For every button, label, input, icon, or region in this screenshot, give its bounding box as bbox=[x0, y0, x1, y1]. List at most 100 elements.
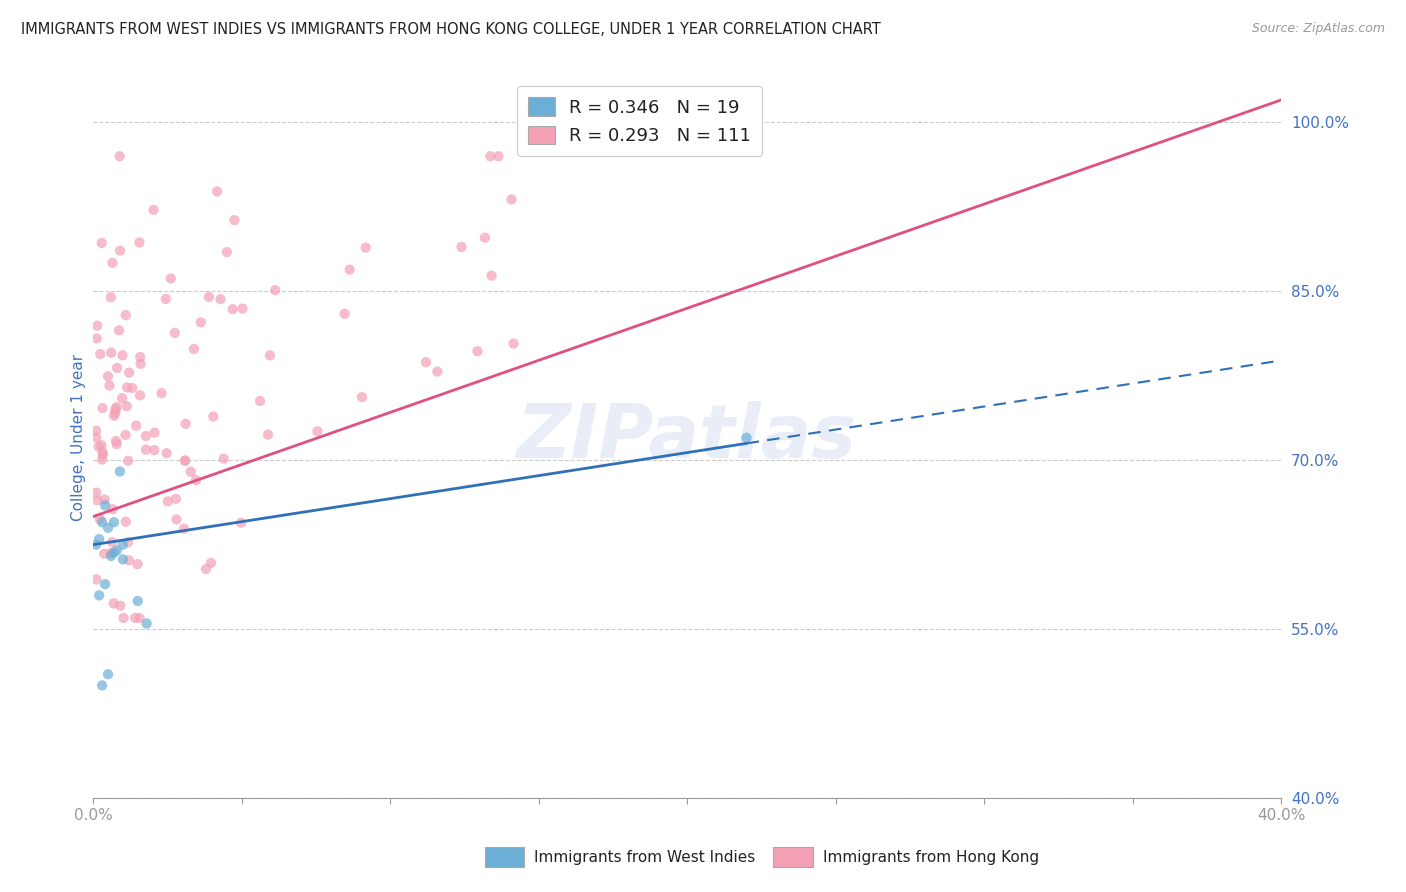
Point bbox=[84, 431, 107, 445]
Point bbox=[212, 451, 235, 466]
Point bbox=[229, 516, 252, 530]
Text: Immigrants from Hong Kong: Immigrants from Hong Kong bbox=[823, 850, 1039, 864]
Point bbox=[108, 323, 131, 337]
Point bbox=[127, 557, 149, 571]
Point bbox=[209, 292, 232, 306]
Point bbox=[111, 538, 134, 552]
Point bbox=[100, 345, 122, 359]
Point bbox=[163, 326, 186, 340]
Point bbox=[128, 235, 150, 250]
Point bbox=[125, 418, 148, 433]
Point bbox=[100, 549, 122, 563]
Point bbox=[103, 515, 125, 529]
Point bbox=[84, 573, 107, 587]
Point bbox=[481, 268, 503, 283]
Point bbox=[127, 594, 149, 608]
Point bbox=[105, 543, 128, 558]
Text: IMMIGRANTS FROM WEST INDIES VS IMMIGRANTS FROM HONG KONG COLLEGE, UNDER 1 YEAR C: IMMIGRANTS FROM WEST INDIES VS IMMIGRANT… bbox=[21, 22, 880, 37]
Point bbox=[339, 262, 361, 277]
Point bbox=[97, 667, 120, 681]
Point bbox=[101, 502, 124, 516]
Point bbox=[103, 409, 125, 423]
Point bbox=[174, 417, 197, 431]
Point bbox=[118, 553, 141, 567]
Point bbox=[165, 512, 187, 526]
Point bbox=[501, 193, 523, 207]
Y-axis label: College, Under 1 year: College, Under 1 year bbox=[72, 354, 86, 521]
Point bbox=[249, 394, 271, 409]
Point bbox=[117, 454, 139, 468]
Point bbox=[232, 301, 254, 316]
Point bbox=[257, 427, 280, 442]
Point bbox=[450, 240, 472, 254]
Point bbox=[89, 347, 111, 361]
Point bbox=[114, 515, 136, 529]
Point bbox=[467, 344, 489, 359]
Point bbox=[129, 357, 152, 371]
Point bbox=[114, 428, 136, 442]
Point bbox=[91, 678, 114, 692]
Point bbox=[502, 336, 524, 351]
Point bbox=[108, 149, 131, 163]
Point bbox=[118, 366, 141, 380]
Point bbox=[97, 521, 120, 535]
Point bbox=[84, 485, 107, 500]
Point bbox=[307, 424, 329, 438]
Point bbox=[165, 491, 187, 506]
Point bbox=[143, 425, 166, 440]
Point bbox=[86, 493, 108, 508]
Point bbox=[198, 290, 221, 304]
Point bbox=[89, 588, 111, 602]
Point bbox=[415, 355, 437, 369]
Point bbox=[426, 365, 449, 379]
Point bbox=[150, 386, 173, 401]
Point bbox=[115, 399, 138, 413]
Point bbox=[259, 348, 281, 362]
Point bbox=[108, 465, 131, 479]
Point bbox=[200, 556, 222, 570]
Point bbox=[479, 149, 502, 163]
Legend: R = 0.346   N = 19, R = 0.293   N = 111: R = 0.346 N = 19, R = 0.293 N = 111 bbox=[517, 87, 762, 156]
Point bbox=[474, 230, 496, 244]
Point bbox=[91, 445, 114, 459]
Point bbox=[105, 360, 128, 375]
Point bbox=[129, 388, 152, 402]
Point bbox=[129, 350, 152, 364]
Point bbox=[84, 424, 107, 438]
Point bbox=[86, 318, 108, 333]
Point bbox=[105, 437, 128, 451]
Point bbox=[93, 492, 115, 507]
Point bbox=[183, 342, 205, 356]
Point bbox=[84, 538, 107, 552]
Point bbox=[135, 442, 157, 457]
Text: ZIPatlas: ZIPatlas bbox=[517, 401, 858, 475]
Point bbox=[333, 307, 356, 321]
Point bbox=[155, 292, 177, 306]
Point bbox=[121, 381, 143, 395]
Point bbox=[156, 494, 179, 508]
Point bbox=[103, 546, 125, 560]
Point bbox=[190, 315, 212, 329]
Point bbox=[104, 406, 127, 420]
Point bbox=[111, 552, 134, 566]
Point bbox=[117, 535, 139, 549]
Point bbox=[195, 562, 218, 576]
Text: Source: ZipAtlas.com: Source: ZipAtlas.com bbox=[1251, 22, 1385, 36]
Point bbox=[354, 241, 377, 255]
Point bbox=[89, 532, 111, 546]
Point bbox=[93, 547, 115, 561]
Point bbox=[90, 235, 112, 250]
Point bbox=[94, 577, 117, 591]
Point bbox=[91, 452, 114, 467]
Point bbox=[174, 453, 197, 467]
Point bbox=[97, 369, 120, 384]
Point bbox=[215, 245, 238, 260]
Point bbox=[205, 185, 228, 199]
Point bbox=[86, 331, 108, 345]
Point bbox=[115, 380, 138, 394]
Point bbox=[202, 409, 225, 424]
Point bbox=[108, 244, 131, 258]
Point bbox=[100, 290, 122, 304]
Point bbox=[180, 465, 202, 479]
Point bbox=[221, 302, 243, 317]
